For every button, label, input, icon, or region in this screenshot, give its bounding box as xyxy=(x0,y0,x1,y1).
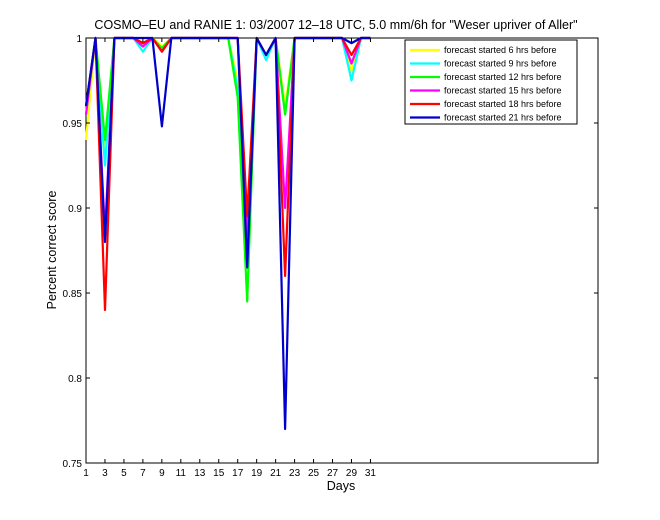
legend-label-2: forecast started 9 hrs before xyxy=(444,59,557,69)
legend-label-3: forecast started 12 hrs before xyxy=(444,72,562,82)
series-line-6 xyxy=(84,36,371,431)
y-tick-label: 0.85 xyxy=(63,289,83,300)
series-layer xyxy=(84,36,371,431)
x-axis-ticks: 1 3 5 7 9 11 13 15 17 19 21 23 25 27 29 31 xyxy=(83,38,376,479)
chart-title: COSMO–EU and RANIE 1: 03/2007 12–18 UTC,… xyxy=(94,18,577,32)
x-tick-label: 25 xyxy=(308,468,320,479)
x-tick-label: 19 xyxy=(251,468,263,479)
x-axis-label: Days xyxy=(327,479,355,493)
y-tick-label: 0.75 xyxy=(63,459,83,470)
x-tick-label: 23 xyxy=(289,468,301,479)
legend-label-5: forecast started 18 hrs before xyxy=(444,99,562,109)
y-tick-label: 0.8 xyxy=(68,374,82,385)
x-tick-label: 7 xyxy=(140,468,146,479)
x-tick-label: 9 xyxy=(159,468,165,479)
x-tick-label: 21 xyxy=(270,468,282,479)
legend-box xyxy=(404,39,578,125)
legend-label-1: forecast started 6 hrs before xyxy=(444,45,557,55)
x-tick-label: 29 xyxy=(346,468,358,479)
x-tick-label: 13 xyxy=(194,468,206,479)
x-tick-label: 17 xyxy=(232,468,244,479)
legend: forecast started 6 hrs before forecast st… xyxy=(404,39,578,125)
legend-label-4: forecast started 15 hrs before xyxy=(444,86,562,96)
x-tick-label: 5 xyxy=(121,468,127,479)
y-tick-label: 1 xyxy=(76,34,82,45)
x-tick-label: 15 xyxy=(213,468,225,479)
legend-label-6: forecast started 21 hrs before xyxy=(444,113,562,123)
x-tick-label: 31 xyxy=(365,468,377,479)
x-tick-label: 27 xyxy=(327,468,339,479)
y-tick-label: 0.95 xyxy=(63,119,83,130)
y-tick-label: 0.9 xyxy=(68,204,82,215)
y-axis-ticks: 0.75 0.8 0.85 0.9 0.95 1 xyxy=(63,34,598,470)
x-tick-label: 3 xyxy=(102,468,108,479)
y-axis-label: Percent correct score xyxy=(45,191,59,310)
x-tick-label: 1 xyxy=(83,468,89,479)
x-tick-label: 11 xyxy=(176,468,187,479)
